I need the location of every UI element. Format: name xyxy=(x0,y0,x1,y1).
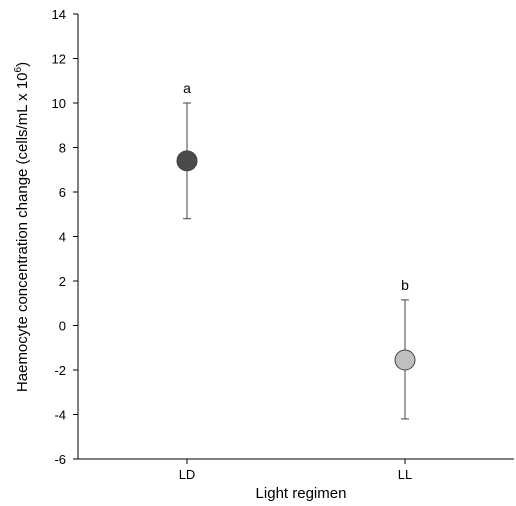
data-point xyxy=(176,150,198,172)
y-axis-title: Haemocyte concentration change (cells/mL… xyxy=(13,62,31,392)
significance-label: b xyxy=(401,277,409,293)
y-tick-label: -4 xyxy=(54,408,66,423)
x-axis-title: Light regimen xyxy=(256,485,347,502)
data-marks: ab xyxy=(176,80,416,420)
y-tick-label: 12 xyxy=(52,52,66,67)
y-tick-label: -6 xyxy=(54,452,66,467)
y-tick-label: 2 xyxy=(59,274,66,289)
x-tick-label: LD xyxy=(179,467,196,482)
y-tick-label: 10 xyxy=(52,96,66,111)
y-tick-label: 0 xyxy=(59,319,66,334)
significance-label: a xyxy=(183,80,191,96)
data-point xyxy=(394,349,416,371)
x-tick-label: LL xyxy=(398,467,412,482)
y-axis-ticks: -6 -4 -2 0 2 4 6 8 10 12 14 xyxy=(52,7,78,467)
y-tick-label: 14 xyxy=(52,7,66,22)
y-tick-label: 4 xyxy=(59,230,66,245)
y-tick-label: 6 xyxy=(59,185,66,200)
y-tick-label: 8 xyxy=(59,141,66,156)
y-tick-label: -2 xyxy=(54,363,66,378)
x-axis-ticks: LD LL xyxy=(179,459,412,482)
